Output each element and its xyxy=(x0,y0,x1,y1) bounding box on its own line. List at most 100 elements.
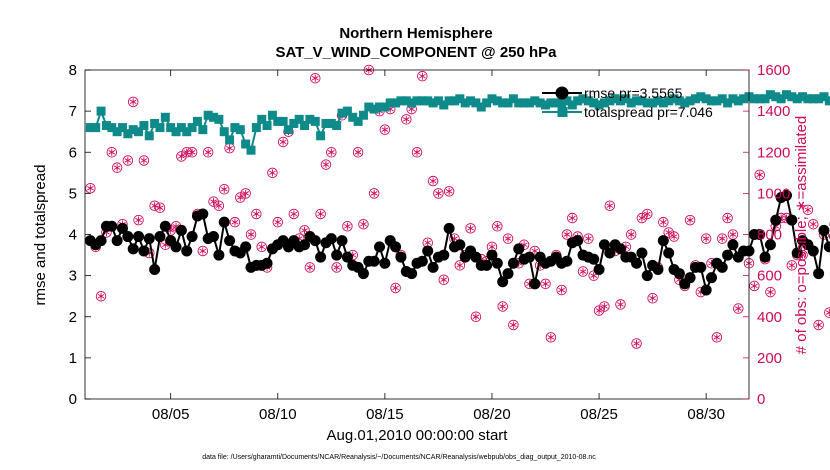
y-tick-label-left: 8 xyxy=(69,62,77,79)
y-tick-label-left: 3 xyxy=(69,268,77,285)
totalspread-point xyxy=(311,117,320,126)
rmse-point xyxy=(454,239,465,250)
totalspread-point xyxy=(225,135,234,144)
y-tick-label-left: 1 xyxy=(69,350,77,367)
x-tick-label: 08/20 xyxy=(473,406,511,423)
rmse-point xyxy=(722,250,733,261)
totalspread-point xyxy=(97,107,106,116)
y-tick-label-left: 0 xyxy=(69,391,77,408)
rmse-point xyxy=(685,272,696,283)
rmse-point xyxy=(428,262,439,273)
rmse-point xyxy=(524,252,535,263)
chart-title-line1: Northern Hemisphere xyxy=(339,25,492,42)
totalspread-point xyxy=(316,131,325,140)
y-tick-label-right: 200 xyxy=(757,350,782,367)
rmse-point xyxy=(240,241,251,252)
rmse-point xyxy=(187,231,198,242)
rmse-point xyxy=(96,235,107,246)
y-tick-label-right: 1200 xyxy=(757,144,790,161)
rmse-point xyxy=(481,260,492,271)
x-tick-label: 08/30 xyxy=(687,406,725,423)
rmse-point xyxy=(149,264,160,275)
y-tick-label-right: 800 xyxy=(757,227,782,244)
data-file-footnote: data file: /Users/gharamti/Documents/NCA… xyxy=(202,454,596,461)
rmse-point xyxy=(369,256,380,267)
totalspread-point xyxy=(198,125,207,134)
totalspread-point xyxy=(279,117,288,126)
y-tick-label-right: 0 xyxy=(757,391,765,408)
rmse-point xyxy=(422,245,433,256)
rmse-point xyxy=(529,278,540,289)
y-tick-label-right: 1000 xyxy=(757,185,790,202)
rmse-point xyxy=(133,231,144,242)
rmse-point xyxy=(112,235,123,246)
rmse-point xyxy=(374,241,385,252)
rmse-point xyxy=(818,225,829,236)
x-axis-label: Aug.01,2010 00:00:00 start xyxy=(327,427,509,444)
totalspread-point xyxy=(139,121,148,130)
totalspread-point xyxy=(193,117,202,126)
x-tick-label: 08/10 xyxy=(259,406,297,423)
rmse-point xyxy=(444,223,455,234)
rmse-point xyxy=(652,264,663,275)
y-tick-label-right: 1600 xyxy=(757,62,790,79)
totalspread-point xyxy=(145,131,154,140)
rmse-point xyxy=(492,258,503,269)
y-tick-label-left: 4 xyxy=(69,227,77,244)
legend-label-totalspread: totalspread pr=7.046 xyxy=(584,104,713,120)
rmse-point xyxy=(171,241,182,252)
rmse-point xyxy=(636,248,647,259)
totalspread-point xyxy=(214,115,223,124)
rmse-point xyxy=(706,272,717,283)
legend-marker-rmse xyxy=(556,87,569,100)
y-tick-label-left: 2 xyxy=(69,309,77,326)
rmse-point xyxy=(663,248,674,259)
rmse-point xyxy=(337,235,348,246)
rmse-point xyxy=(406,268,417,279)
rmse-point xyxy=(358,268,369,279)
rmse-point xyxy=(695,262,706,273)
totalspread-point xyxy=(220,127,229,136)
y-tick-label-left: 7 xyxy=(69,103,77,120)
rmse-point xyxy=(208,231,219,242)
rmse-point xyxy=(508,258,519,269)
rmse-point xyxy=(727,239,738,250)
rmse-point xyxy=(658,235,669,246)
rmse-point xyxy=(176,225,187,236)
x-tick-label: 08/05 xyxy=(152,406,190,423)
chart: Northern Hemisphere SAT_V_WIND_COMPONENT… xyxy=(0,0,830,470)
y-tick-label-right: 400 xyxy=(757,309,782,326)
rmse-point xyxy=(122,231,133,242)
totalspread-point xyxy=(332,121,341,130)
rmse-point xyxy=(219,217,230,228)
rmse-point xyxy=(213,250,224,261)
rmse-point xyxy=(395,252,406,263)
rmse-point xyxy=(642,270,653,281)
rmse-point xyxy=(760,252,771,263)
rmse-point xyxy=(674,268,685,279)
rmse-point xyxy=(770,215,781,226)
rmse-point xyxy=(572,235,583,246)
rmse-point xyxy=(315,252,326,263)
totalspread-point xyxy=(252,123,261,132)
rmse-point xyxy=(379,258,390,269)
totalspread-point xyxy=(155,123,164,132)
rmse-point xyxy=(154,231,165,242)
y-axis-label-right: # of obs: o=possible; ∗=assimilated xyxy=(793,116,810,355)
totalspread-point xyxy=(161,113,170,122)
rmse-point xyxy=(717,262,728,273)
x-tick-label: 08/15 xyxy=(366,406,404,423)
y-tick-label-left: 6 xyxy=(69,144,77,161)
totalspread-point xyxy=(263,121,272,130)
rmse-point xyxy=(631,258,642,269)
rmse-point xyxy=(197,208,208,219)
y-tick-label-left: 5 xyxy=(69,185,77,202)
rmse-point xyxy=(594,264,605,275)
totalspread-point xyxy=(91,123,100,132)
rmse-point xyxy=(561,256,572,267)
rmse-point xyxy=(813,268,824,279)
rmse-point xyxy=(128,243,139,254)
rmse-point xyxy=(331,250,342,261)
rmse-point xyxy=(262,258,273,269)
totalspread-point xyxy=(825,96,830,105)
